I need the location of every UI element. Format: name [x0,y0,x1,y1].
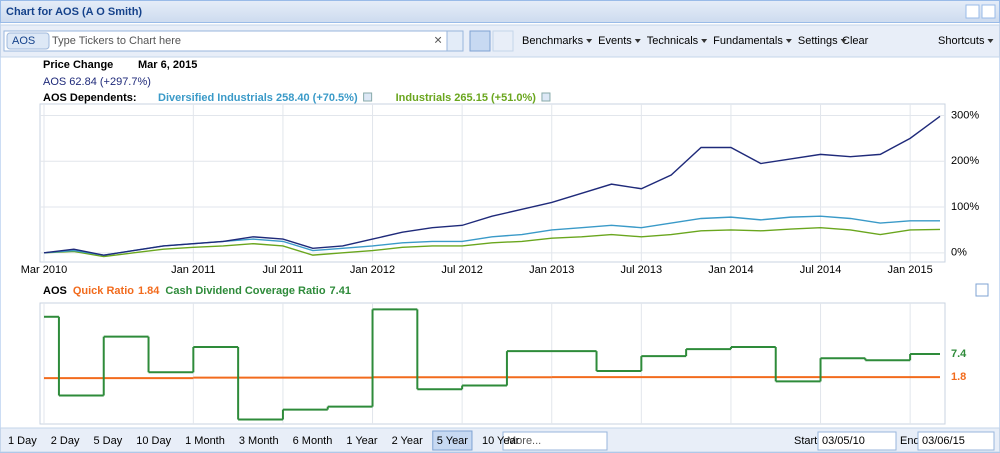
ticker-chip[interactable] [6,32,50,50]
x-tick-label: Mar 2010 [21,264,67,276]
legend-name: Cash Dividend Coverage Ratio [165,285,325,297]
series-line [43,226,941,258]
title-bar [0,0,1000,23]
legend-value: 7.41 [330,285,351,297]
unlink-button[interactable] [492,30,514,52]
remove-icon[interactable] [363,92,373,102]
menu[interactable]: Events [598,35,632,47]
menu[interactable]: Benchmarks [522,35,584,47]
plot-area [39,103,946,263]
price-change: Price Change [43,59,113,71]
menu-arrow [701,39,708,43]
range-button-text[interactable]: 10 Year [482,435,520,447]
y-tick-label: 200% [951,155,979,167]
menu[interactable]: Settings [798,35,838,47]
start-date: 03/05/10 [822,435,865,447]
x-tick-label: Jan 2014 [708,264,753,276]
legend-value: 1.84 [138,285,160,297]
series-line [43,115,941,256]
end-label: 1.8 [951,371,966,383]
remove-icon[interactable] [541,92,551,102]
dropdown[interactable] [446,30,464,52]
x-tick-label: Jul 2011 [263,264,304,276]
clear-x[interactable]: × [434,32,442,48]
range-button-text[interactable]: 3 Month [239,435,279,447]
link-button[interactable] [469,30,491,52]
range-button-text[interactable]: 1 Day [8,435,37,447]
x-tick-label: Jan 2012 [350,264,395,276]
clear-menu[interactable]: Clear [842,35,869,47]
range-button-text[interactable]: 5 Year [437,435,469,447]
start-input[interactable] [817,431,897,451]
more-select[interactable] [502,431,608,451]
end-input[interactable] [917,431,995,451]
ticker-chip-text: AOS [12,35,35,47]
series-label: Industrials 265.15 (+51.0%) [396,92,537,104]
range-button-text[interactable]: 1 Month [185,435,225,447]
menu[interactable]: Fundamentals [713,35,783,47]
x-tick-label: Jul 2012 [441,264,483,276]
legend-name: Quick Ratio [73,285,134,297]
menu-arrow [987,39,994,43]
x-tick-label: Jul 2013 [621,264,663,276]
popout-button[interactable] [965,4,980,19]
menu-arrow [785,39,792,43]
window-title: Chart for AOS (A O Smith) [6,6,142,18]
y-tick-label: 100% [951,201,979,213]
range-button-text[interactable]: 10 Day [136,435,171,447]
range-button-text[interactable]: 6 Month [293,435,333,447]
range-button-text[interactable]: 2 Day [51,435,80,447]
y-tick-label: 0% [951,247,967,259]
menu-arrow [586,39,593,43]
end-label: 7.4 [951,348,967,360]
series-label: AOS 62.84 (+297.7%) [43,76,151,88]
close-panel[interactable] [975,283,989,297]
shortcuts-menu[interactable]: Shortcuts [938,35,985,47]
menu-arrow [840,39,847,43]
x-tick-label: Jan 2013 [529,264,574,276]
range-button-selected[interactable] [432,430,473,451]
y-tick-label: 300% [951,109,979,121]
range-button-text[interactable]: 5 Day [94,435,123,447]
range-button-text[interactable]: 2 Year [392,435,424,447]
end-label: End [900,435,920,447]
x-tick-label: Jan 2015 [888,264,933,276]
chart-title: AOS [43,285,67,297]
price-date: Mar 6, 2015 [138,59,197,71]
ticker-placeholder: Type Tickers to Chart here [52,35,181,47]
x-tick-label: Jan 2011 [171,264,215,276]
plot-area [39,302,946,425]
menu[interactable]: Technicals [647,35,699,47]
x-tick-label: Jul 2014 [800,264,842,276]
range-button-text[interactable]: 1 Year [346,435,378,447]
dependents-label: AOS Dependents: [43,92,137,104]
more-text: More... [507,435,541,447]
close-button[interactable] [981,4,996,19]
series-label: Diversified Industrials 258.40 (+70.5%) [158,92,358,104]
start-label: Start [794,435,817,447]
end-date: 03/06/15 [922,435,965,447]
menu-arrow [634,39,641,43]
